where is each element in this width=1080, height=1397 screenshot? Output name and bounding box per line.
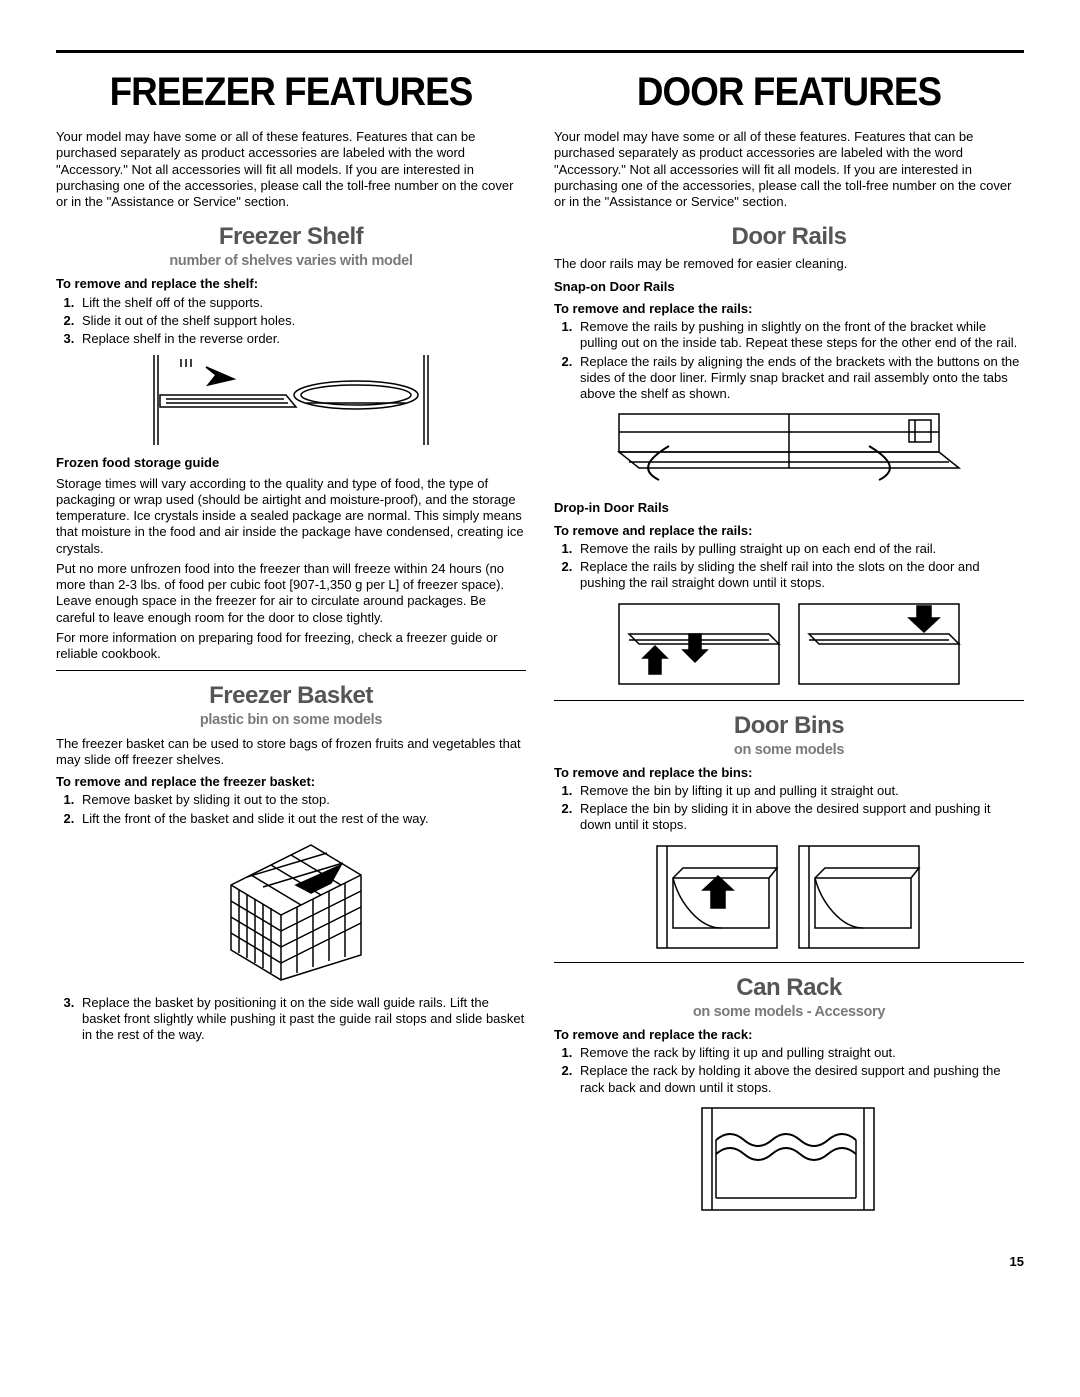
freezer-basket-diagram: [201, 835, 381, 985]
freezer-basket-heading: Freezer Basket: [56, 681, 526, 711]
can-rack-subtitle: on some models - Accessory: [554, 1003, 1024, 1021]
guide-p2: Put no more unfrozen food into the freez…: [56, 561, 526, 626]
shelf-step: Replace shelf in the reverse order.: [78, 331, 526, 347]
basket-step: Replace the basket by positioning it on …: [78, 995, 526, 1044]
frozen-food-guide-label: Frozen food storage guide: [56, 455, 526, 471]
top-rule: [56, 50, 1024, 53]
door-bins-subtitle: on some models: [554, 741, 1024, 759]
snap-on-label: Snap-on Door Rails: [554, 279, 1024, 295]
shelf-step: Lift the shelf off of the supports.: [78, 295, 526, 311]
rack-label: To remove and replace the rack:: [554, 1027, 1024, 1043]
section-rule: [56, 670, 526, 671]
basket-intro: The freezer basket can be used to store …: [56, 736, 526, 769]
rail-step: Remove the rails by pushing in slightly …: [576, 319, 1024, 352]
drop-in-sublabel: To remove and replace the rails:: [554, 523, 1024, 539]
can-rack-diagram: [694, 1104, 884, 1214]
shelf-remove-label: To remove and replace the shelf:: [56, 276, 526, 292]
bin-step: Remove the bin by lifting it up and pull…: [576, 783, 1024, 799]
snap-on-rails-diagram: [609, 410, 969, 490]
freezer-features-heading: FREEZER FEATURES: [75, 67, 507, 117]
bins-steps: Remove the bin by lifting it up and pull…: [554, 783, 1024, 834]
basket-step: Remove basket by sliding it out to the s…: [78, 792, 526, 808]
basket-step: Lift the front of the basket and slide i…: [78, 811, 526, 827]
door-rails-heading: Door Rails: [554, 222, 1024, 252]
page-number: 15: [56, 1254, 1024, 1270]
guide-p3: For more information on preparing food f…: [56, 630, 526, 663]
freezer-shelf-heading: Freezer Shelf: [56, 222, 526, 252]
freezer-shelf-subtitle: number of shelves varies with model: [56, 252, 526, 270]
rails-intro: The door rails may be removed for easier…: [554, 256, 1024, 272]
snap-on-sublabel: To remove and replace the rails:: [554, 301, 1024, 317]
freezer-basket-subtitle: plastic bin on some models: [56, 711, 526, 729]
rail-step: Remove the rails by pulling straight up …: [576, 541, 1024, 557]
freezer-shelf-diagram: [146, 355, 436, 445]
rack-steps: Remove the rack by lifting it up and pul…: [554, 1045, 1024, 1096]
bin-step: Replace the bin by sliding it in above t…: [576, 801, 1024, 834]
basket-steps-3: Replace the basket by positioning it on …: [56, 995, 526, 1044]
rack-step: Replace the rack by holding it above the…: [576, 1063, 1024, 1096]
left-column: FREEZER FEATURES Your model may have som…: [56, 59, 526, 1224]
can-rack-heading: Can Rack: [554, 973, 1024, 1003]
freezer-intro: Your model may have some or all of these…: [56, 129, 526, 210]
basket-remove-label: To remove and replace the freezer basket…: [56, 774, 526, 790]
drop-in-steps: Remove the rails by pulling straight up …: [554, 541, 1024, 592]
door-features-heading: DOOR FEATURES: [573, 67, 1005, 117]
door-intro: Your model may have some or all of these…: [554, 129, 1024, 210]
shelf-steps: Lift the shelf off of the supports. Slid…: [56, 295, 526, 348]
snap-on-steps: Remove the rails by pushing in slightly …: [554, 319, 1024, 402]
door-bins-heading: Door Bins: [554, 711, 1024, 741]
section-rule: [554, 962, 1024, 963]
section-rule: [554, 700, 1024, 701]
door-bins-diagram: [649, 842, 929, 952]
rail-step: Replace the rails by sliding the shelf r…: [576, 559, 1024, 592]
guide-p1: Storage times will vary according to the…: [56, 476, 526, 557]
right-column: DOOR FEATURES Your model may have some o…: [554, 59, 1024, 1224]
shelf-step: Slide it out of the shelf support holes.: [78, 313, 526, 329]
two-column-layout: FREEZER FEATURES Your model may have som…: [56, 59, 1024, 1224]
bins-label: To remove and replace the bins:: [554, 765, 1024, 781]
rail-step: Replace the rails by aligning the ends o…: [576, 354, 1024, 403]
drop-in-label: Drop-in Door Rails: [554, 500, 1024, 516]
basket-steps-12: Remove basket by sliding it out to the s…: [56, 792, 526, 827]
rack-step: Remove the rack by lifting it up and pul…: [576, 1045, 1024, 1061]
drop-in-rails-diagram: [609, 600, 969, 690]
